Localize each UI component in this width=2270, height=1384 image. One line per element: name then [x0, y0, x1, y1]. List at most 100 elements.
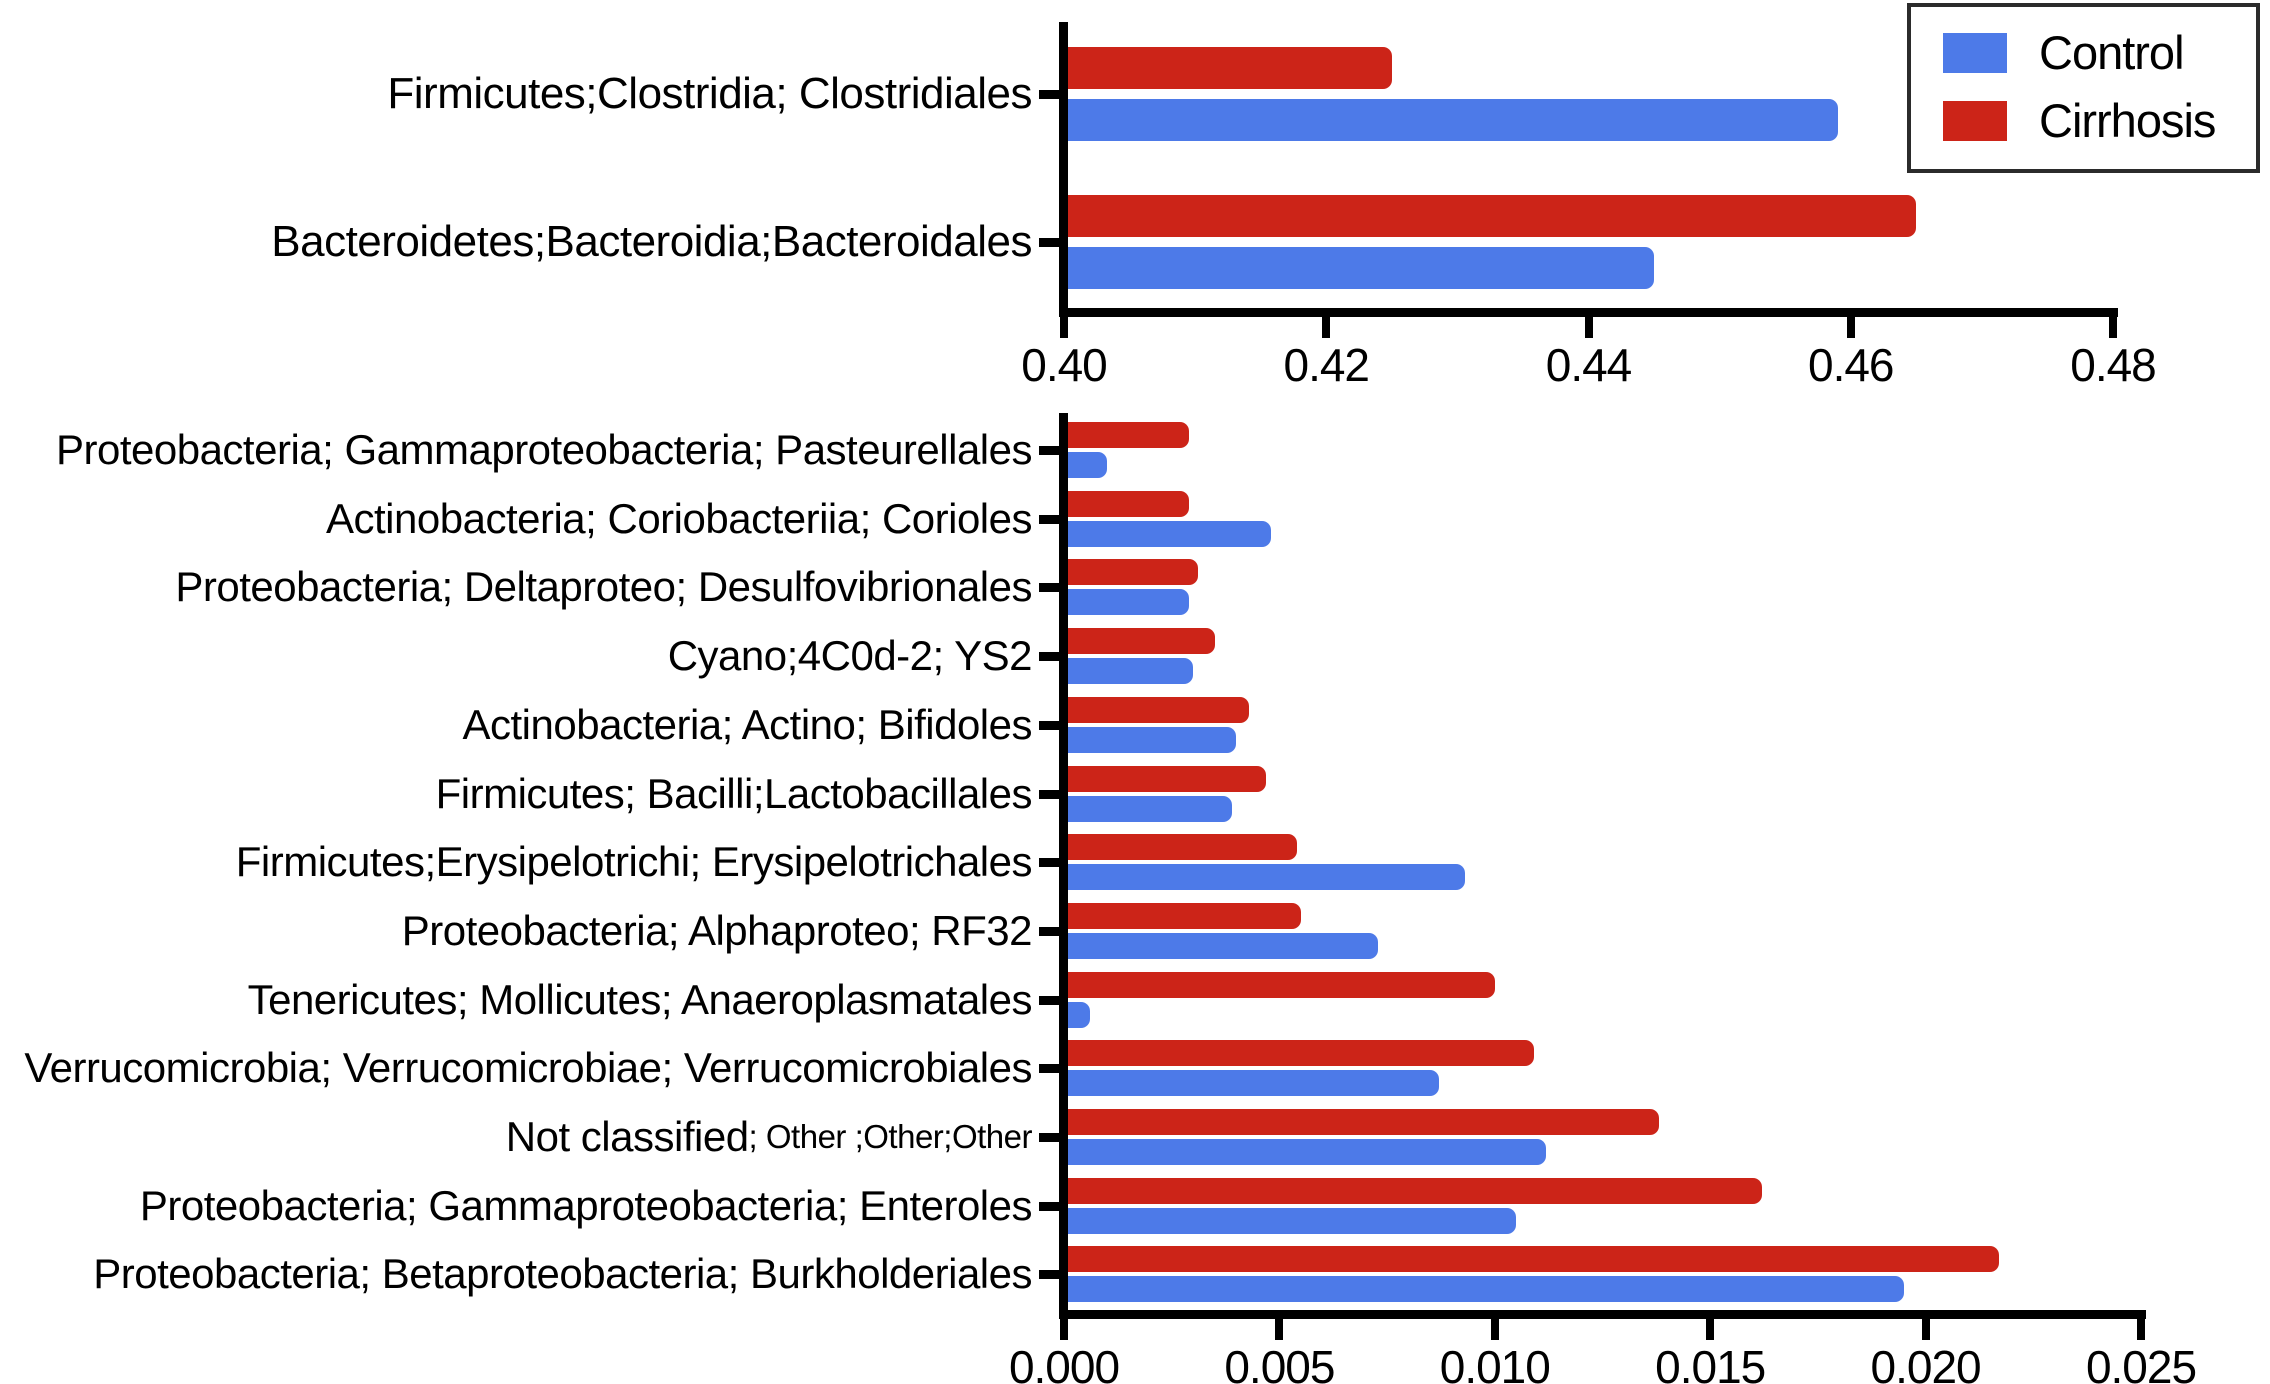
bar-control	[1068, 727, 1237, 753]
bar-control	[1068, 452, 1108, 478]
legend: Control Cirrhosis	[1907, 3, 2260, 173]
bar-control	[1068, 589, 1189, 615]
bar-control	[1068, 933, 1379, 959]
bar-cirrhosis	[1068, 628, 1215, 654]
bar-control	[1068, 796, 1232, 822]
category-label: Proteobacteria; Betaproteobacteria; Burk…	[4, 1244, 1032, 1304]
category-label-text: Cyano;4C0d-2; YS2	[667, 632, 1033, 679]
bar-control	[1068, 658, 1194, 684]
category-label: Firmicutes; Bacilli;Lactobacillales	[4, 764, 1033, 824]
bar-cirrhosis	[1068, 903, 1301, 929]
category-label-text: Proteobacteria; Gammaproteobacteria; Pas…	[55, 426, 1033, 473]
x-axis-tick	[1490, 1319, 1499, 1340]
bar-cirrhosis	[1068, 422, 1189, 448]
x-axis-tick-label: 0.015	[1655, 1341, 1766, 1384]
category-tick	[1039, 238, 1060, 247]
bar-control	[1068, 247, 1655, 289]
category-label-text: Firmicutes;Clostridia; Clostridiales	[387, 69, 1032, 118]
category-tick	[1039, 790, 1060, 799]
bar-control	[1068, 1276, 1905, 1302]
category-label-text: Actinobacteria; Coriobacteriia; Corioles	[326, 495, 1033, 542]
category-label: Bacteroidetes;Bacteroidia;Bacteroidales	[4, 212, 1032, 272]
y-axis-line	[1059, 413, 1068, 1319]
category-label-text: Tenericutes; Mollicutes; Anaeroplasmatal…	[247, 976, 1033, 1023]
category-tick	[1039, 858, 1060, 867]
bar-cirrhosis	[1068, 972, 1495, 998]
category-tick	[1039, 446, 1060, 455]
category-tick	[1039, 1133, 1060, 1142]
bar-cirrhosis	[1068, 491, 1189, 517]
category-tick	[1039, 652, 1060, 661]
category-label: Proteobacteria; Gammaproteobacteria; Ent…	[4, 1176, 1033, 1236]
category-tick	[1039, 583, 1060, 592]
x-axis-tick-label: 0.44	[1545, 339, 1633, 391]
x-axis-tick-label: 0.40	[1021, 339, 1108, 391]
category-tick	[1039, 721, 1060, 730]
bar-cirrhosis	[1068, 559, 1198, 585]
category-label: Proteobacteria; Gammaproteobacteria; Pas…	[4, 420, 1033, 480]
x-axis-tick	[2109, 317, 2117, 338]
bar-cirrhosis	[1068, 766, 1267, 792]
category-label-text: Not classified	[505, 1113, 749, 1160]
bar-control	[1068, 99, 1838, 141]
bar-cirrhosis	[1068, 1246, 1999, 1272]
x-axis-line	[1059, 1310, 2146, 1319]
x-axis-line	[1059, 308, 2118, 317]
bar-control	[1068, 864, 1465, 890]
category-sublabel-text: ; Other ;Other;Other	[748, 1118, 1033, 1155]
x-axis-tick-label: 0.48	[2070, 339, 2157, 391]
category-label-text: Verrucomicrobia; Verrucomicrobiae; Verru…	[24, 1044, 1032, 1091]
bar-cirrhosis	[1068, 1109, 1659, 1135]
category-tick	[1039, 90, 1060, 99]
category-label-text: Proteobacteria; Deltaproteo; Desulfovibr…	[175, 563, 1032, 610]
x-axis-tick	[1584, 317, 1593, 338]
x-axis-tick	[1921, 1319, 1930, 1340]
x-axis-tick	[1322, 317, 1331, 338]
category-label-text: Proteobacteria; Alphaproteo; RF32	[401, 907, 1033, 954]
category-tick	[1039, 927, 1060, 936]
category-label: Proteobacteria; Deltaproteo; Desulfovibr…	[4, 557, 1032, 617]
category-label: Firmicutes;Erysipelotrichi; Erysipelotri…	[4, 832, 1033, 892]
category-label: Tenericutes; Mollicutes; Anaeroplasmatal…	[4, 970, 1033, 1030]
category-label: Actinobacteria; Coriobacteriia; Corioles	[4, 489, 1033, 549]
x-axis-tick-label: 0.010	[1439, 1341, 1551, 1384]
category-tick	[1039, 1064, 1060, 1073]
x-axis-tick	[1706, 1319, 1715, 1340]
category-tick	[1039, 515, 1060, 524]
x-axis-tick-label: 0.000	[1008, 1341, 1120, 1384]
category-label: Actinobacteria; Actino; Bifidoles	[4, 695, 1033, 755]
x-axis-tick	[2137, 1319, 2145, 1340]
x-axis-tick	[1060, 1319, 1068, 1340]
x-axis-tick-label: 0.46	[1807, 339, 1895, 391]
category-label: Not classified ; Other ;Other;Other	[4, 1107, 1033, 1167]
x-axis-tick	[1846, 317, 1855, 338]
category-tick	[1039, 1202, 1060, 1211]
category-label: Verrucomicrobia; Verrucomicrobiae; Verru…	[4, 1038, 1032, 1098]
bar-control	[1068, 521, 1271, 547]
x-axis-tick	[1275, 1319, 1284, 1340]
legend-swatch-cirrhosis	[1943, 101, 2007, 141]
category-tick	[1039, 996, 1060, 1005]
bar-cirrhosis	[1068, 1178, 1762, 1204]
category-label: Cyano;4C0d-2; YS2	[4, 626, 1033, 686]
category-label-text: Proteobacteria; Gammaproteobacteria; Ent…	[139, 1182, 1033, 1229]
legend-label-cirrhosis: Cirrhosis	[2039, 94, 2216, 147]
category-label-text: Firmicutes;Erysipelotrichi; Erysipelotri…	[235, 838, 1033, 885]
x-axis-tick-label: 0.025	[2085, 1341, 2197, 1384]
bar-cirrhosis	[1068, 47, 1392, 89]
category-label-text: Bacteroidetes;Bacteroidia;Bacteroidales	[271, 217, 1032, 266]
category-label: Proteobacteria; Alphaproteo; RF32	[4, 901, 1033, 961]
bar-cirrhosis	[1068, 697, 1250, 723]
x-axis-tick-label: 0.005	[1224, 1341, 1335, 1384]
x-axis-tick-label: 0.42	[1283, 339, 1370, 391]
bar-control	[1068, 1208, 1517, 1234]
bar-control	[1068, 1002, 1090, 1028]
category-label-text: Firmicutes; Bacilli;Lactobacillales	[435, 770, 1033, 817]
x-axis-tick-label: 0.020	[1870, 1341, 1982, 1384]
bar-control	[1068, 1139, 1547, 1165]
bar-cirrhosis	[1068, 195, 1917, 237]
category-label: Firmicutes;Clostridia; Clostridiales	[4, 64, 1032, 124]
category-label-text: Proteobacteria; Betaproteobacteria; Burk…	[93, 1250, 1032, 1297]
legend-swatch-control	[1943, 33, 2007, 73]
